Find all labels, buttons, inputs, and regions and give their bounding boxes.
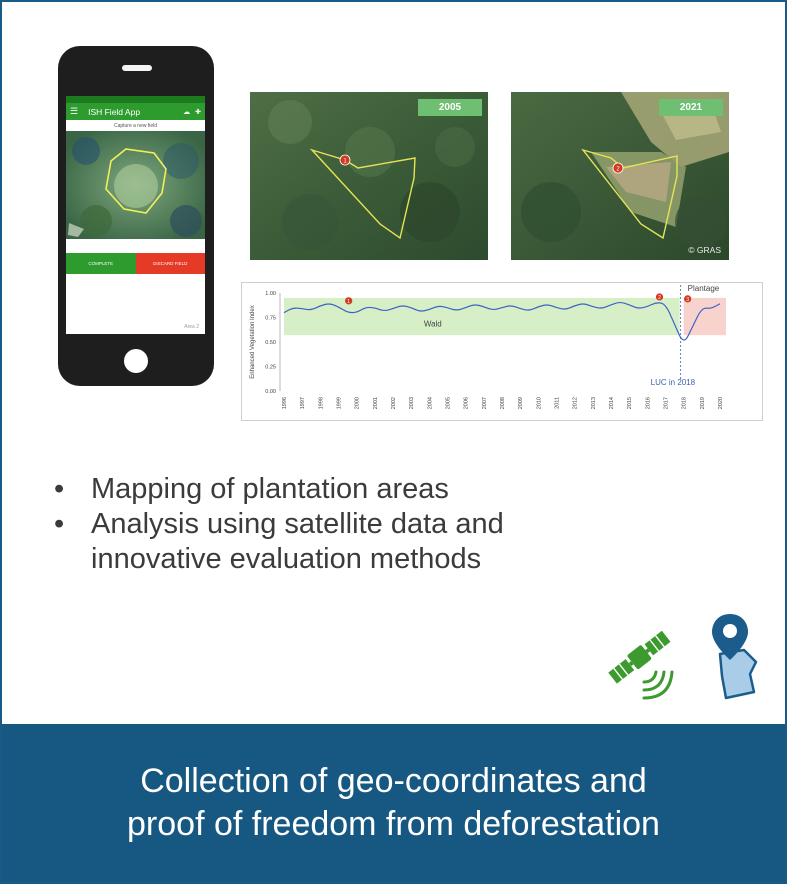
chart-y-tick-label: 1.00 [265, 291, 276, 297]
chart-series-line-1 [283, 301, 721, 341]
satellite-image-2005: 1 2005 [250, 92, 488, 260]
image-marker-2: 2 [616, 167, 620, 173]
chart-x-tick-label: 2006 [464, 397, 470, 409]
cloud-icon[interactable]: ☁ [183, 108, 191, 116]
chart-x-tick-label: 2002 [391, 397, 397, 409]
chart-annotation-label: 1 [347, 299, 350, 305]
bullet-item-analysis: • Analysis using satellite data and [54, 508, 504, 540]
chart-x-tick-label: 2019 [700, 397, 706, 409]
chart-y-tick-label: 0.50 [265, 340, 276, 346]
chart-x-tick-label: 2017 [664, 397, 670, 409]
screen-subtitle: Capture a new field [113, 123, 158, 129]
plantation-image-2021: 2 [511, 92, 729, 260]
chart-event-label: LUC in 2018 [651, 378, 696, 387]
chart-y-axis-label: Enhanced Vegetation Index [250, 305, 256, 378]
smartphone-mockup: ☰ ISH Field App ☁ ✚ Capture a new field [58, 46, 214, 386]
chart-x-tick-label: 2011 [555, 397, 561, 409]
evi-chart: 1.00 0.75 0.50 0.25 0.00 Enhanced Vegetation … [241, 282, 763, 421]
evi-chart-svg: 1.00 0.75 0.50 0.25 0.00 Enhanced Vegetation … [250, 284, 726, 409]
location-pin-icon [712, 614, 758, 700]
chart-annotation-marker [345, 297, 353, 305]
chart-x-tick-label: 2004 [427, 397, 433, 409]
chart-x-tick-label: 2001 [373, 397, 379, 409]
chart-y-tick-label: 0.25 [265, 365, 276, 371]
chart-region-label-wald: Wald [424, 319, 442, 328]
summary-banner: Collection of geo-coordinates and proof … [2, 724, 785, 882]
status-bar [66, 96, 205, 103]
app-bar: ☰ ISH Field App ☁ ✚ [66, 103, 205, 120]
year-badge-2021: 2021 [659, 99, 723, 116]
banner-line-2: proof of freedom from deforestation [127, 805, 660, 843]
complete-button[interactable]: COMPLETE [66, 253, 136, 274]
chart-x-tick-label: 2013 [591, 397, 597, 409]
menu-icon[interactable]: ☰ [70, 106, 79, 116]
chart-x-tick-label: 1997 [300, 397, 306, 409]
home-button[interactable] [124, 349, 148, 373]
chart-x-tick-label: 1998 [318, 397, 324, 409]
chart-x-tick-label: 2000 [355, 397, 361, 409]
chart-x-tick-label: 2016 [645, 397, 651, 409]
chart-annotation-marker [655, 293, 664, 301]
banner-text: Collection of geo-coordinates and proof … [127, 760, 660, 846]
image-marker-1: 1 [343, 159, 347, 165]
bullet-list: • Mapping of plantation areas • Analysis u… [54, 472, 504, 577]
action-buttons: COMPLETE DISCARD FIELD [66, 253, 205, 274]
field-satellite-map[interactable] [66, 131, 205, 239]
chart-x-tick-label: 2009 [518, 397, 524, 409]
phone-screen: ☰ ISH Field App ☁ ✚ Capture a new field [66, 96, 205, 334]
chart-x-tick-label: 2008 [500, 397, 506, 409]
add-user-icon[interactable]: ✚ [195, 108, 201, 116]
chart-region-1 [284, 297, 680, 336]
banner-line-1: Collection of geo-coordinates and [140, 762, 647, 800]
chart-annotation-marker [684, 295, 692, 303]
area-label: Area 2 [184, 324, 199, 330]
year-badge-2005: 2005 [418, 99, 482, 116]
phone-speaker [122, 65, 152, 71]
image-credit: © GRAS [688, 245, 721, 255]
bullet-dot: • [54, 508, 65, 540]
chart-annotation-label: 2 [658, 295, 661, 301]
bullet-dot: • [54, 473, 65, 505]
chart-region-label-plantage: Plantage [688, 284, 720, 293]
chart-x-tick-label: 2005 [446, 397, 452, 409]
chart-x-tick-label: 2014 [609, 397, 615, 409]
chart-x-tick-label: 1996 [282, 397, 288, 409]
bullet-item-mapping: • Mapping of plantation areas [54, 473, 449, 505]
chart-x-tick-label: 2018 [682, 397, 688, 409]
chart-y-tick-label: 0.75 [265, 316, 276, 322]
chart-x-tick-label: 2010 [536, 397, 542, 409]
chart-x-tick-label: 2020 [718, 397, 724, 409]
satellite-icon [608, 630, 674, 700]
forest-image-2005: 1 [250, 92, 488, 260]
chart-x-tick-label: 2015 [627, 397, 633, 409]
app-title: ISH Field App [88, 106, 141, 117]
chart-annotation-label: 3 [686, 297, 689, 303]
satellite-image-2021: 2 2021 © GRAS [511, 92, 729, 260]
chart-y-tick-label: 0.00 [265, 389, 276, 395]
chart-x-tick-label: 1999 [337, 397, 343, 409]
chart-x-tick-label: 2007 [482, 397, 488, 409]
chart-x-tick-label: 2003 [409, 397, 415, 409]
bullet-item-analysis-continuation: innovative evaluation methods [91, 543, 482, 575]
discard-field-button[interactable]: DISCARD FIELD [135, 253, 205, 274]
chart-x-tick-label: 2012 [573, 397, 579, 409]
